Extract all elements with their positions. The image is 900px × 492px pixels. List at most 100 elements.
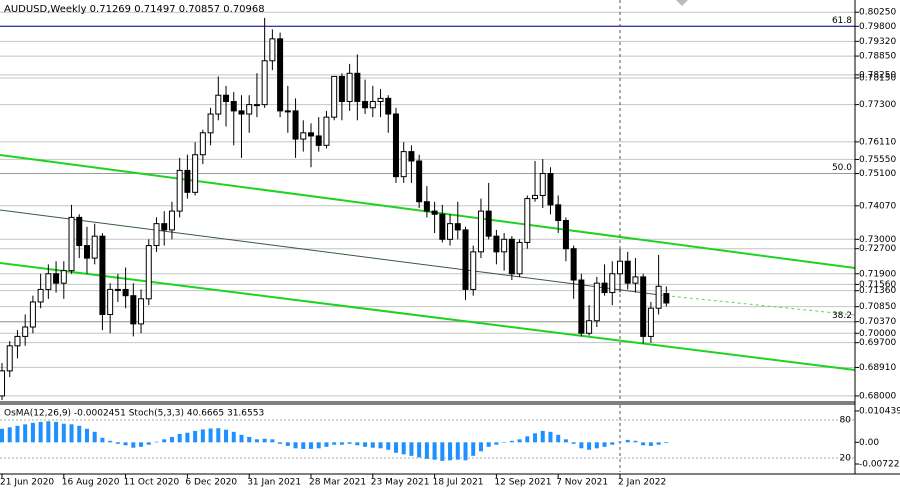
osma-bar <box>548 431 553 443</box>
candle-body <box>14 335 21 347</box>
osma-bar <box>386 442 391 450</box>
candle-body <box>570 248 577 281</box>
osma-bar <box>656 442 661 445</box>
candle-body <box>369 100 376 109</box>
osma-bar <box>432 442 437 460</box>
candle-body <box>199 132 206 156</box>
candle-body <box>501 238 508 253</box>
osma-bar <box>15 425 20 443</box>
y-tick-label: 0.80250 <box>859 8 896 18</box>
osma-bar <box>455 442 460 460</box>
candle-body <box>145 245 152 300</box>
osma-bar <box>92 431 97 443</box>
osma-bar <box>618 441 622 443</box>
osma-bar <box>409 442 414 456</box>
y-tick-label: 0.69700 <box>859 338 896 348</box>
candle-body <box>532 194 539 200</box>
osma-bar <box>494 442 499 445</box>
candle-body <box>122 288 129 297</box>
y2-tick-label: 80 <box>840 416 852 426</box>
indicator-title: OsMA(12,26,9) -0.0002451 Stoch(5,3,3) 40… <box>4 409 264 419</box>
y-tick-label: 0.70370 <box>859 317 896 327</box>
candle-body <box>315 135 322 146</box>
fib-level-label: 38.2 <box>832 311 852 321</box>
candle-body <box>91 235 98 259</box>
candle-body <box>99 235 106 315</box>
osma-bar <box>169 436 174 443</box>
osma-bar <box>254 439 259 443</box>
x-tick-label: 28 Mar 2021 <box>309 478 366 488</box>
y-tick-label: 0.74070 <box>859 201 896 211</box>
candle-body <box>53 273 60 284</box>
candle-body <box>168 210 175 231</box>
candle-body <box>354 72 361 102</box>
x-tick-label: 7 Nov 2021 <box>556 478 608 488</box>
candle-body <box>640 276 647 337</box>
candle-body <box>400 151 407 178</box>
osma-bar <box>193 430 198 443</box>
candle-body <box>470 251 477 290</box>
osma-bar <box>355 442 360 446</box>
osma-bar <box>231 431 236 443</box>
y-tick-label: 0.73000 <box>859 235 896 245</box>
candle-body <box>516 241 523 275</box>
x-tick-label: 31 Jan 2021 <box>247 478 301 488</box>
osma-bar <box>177 433 182 443</box>
candle-body <box>230 100 237 112</box>
osma-bar <box>401 442 406 455</box>
osma-bar <box>587 442 592 450</box>
x-tick-label: 23 May 2021 <box>371 478 430 488</box>
osma-bar <box>84 428 89 443</box>
osma-bar <box>571 442 576 444</box>
candle-body <box>68 216 75 272</box>
osma-bar <box>100 437 105 443</box>
osma-bar <box>200 429 205 443</box>
candle-body <box>485 210 492 237</box>
osma-bar <box>46 421 51 443</box>
candle-body <box>138 298 145 325</box>
x-tick-label: 21 Jun 2020 <box>0 478 54 488</box>
candle-body <box>632 276 639 284</box>
x-tick-label: 2 Jan 2022 <box>618 478 666 488</box>
candle-body <box>207 113 214 134</box>
candle-body <box>176 169 183 212</box>
osma-bar <box>641 442 646 446</box>
candle-body <box>524 198 531 243</box>
x-tick-label: 11 Oct 2020 <box>124 478 180 488</box>
candle-body <box>539 173 546 196</box>
osma-bar <box>393 442 398 453</box>
candle-body <box>493 235 500 253</box>
y-tick-label: 0.79800 <box>859 22 896 32</box>
candle-body <box>284 110 291 113</box>
candle-body <box>609 273 616 294</box>
x-tick-label: 16 Aug 2020 <box>62 478 120 488</box>
osma-bar <box>332 442 337 445</box>
candle-body <box>385 97 392 115</box>
y-tick-label: 0.68000 <box>859 391 896 401</box>
candle-body <box>153 223 160 247</box>
y-tick-label: 0.78250 <box>859 70 896 80</box>
y-tick-label: 0.79320 <box>859 37 896 47</box>
osma-bar <box>540 430 545 443</box>
osma-bar <box>139 442 144 447</box>
osma-bar <box>440 442 445 461</box>
osma-bar <box>146 442 151 445</box>
candle-body <box>431 210 438 215</box>
osma-bar <box>38 421 43 443</box>
candle-body <box>663 293 670 304</box>
osma-bar <box>115 442 120 444</box>
candle-body <box>107 288 114 315</box>
x-tick-label: 18 Jul 2021 <box>433 478 484 488</box>
osma-bar <box>509 440 514 443</box>
x-tick-label: 12 Sep 2021 <box>494 478 551 488</box>
y-tick-label: 0.72700 <box>859 244 896 254</box>
y-tick-label: 0.75550 <box>859 155 896 165</box>
candle-body <box>130 295 137 325</box>
osma-bar <box>301 442 306 449</box>
candle-body <box>83 245 90 259</box>
candle-body <box>586 320 593 334</box>
osma-bar <box>533 433 538 443</box>
candle-body <box>323 116 330 146</box>
candle-body <box>439 213 446 240</box>
osma-bar <box>625 439 630 443</box>
